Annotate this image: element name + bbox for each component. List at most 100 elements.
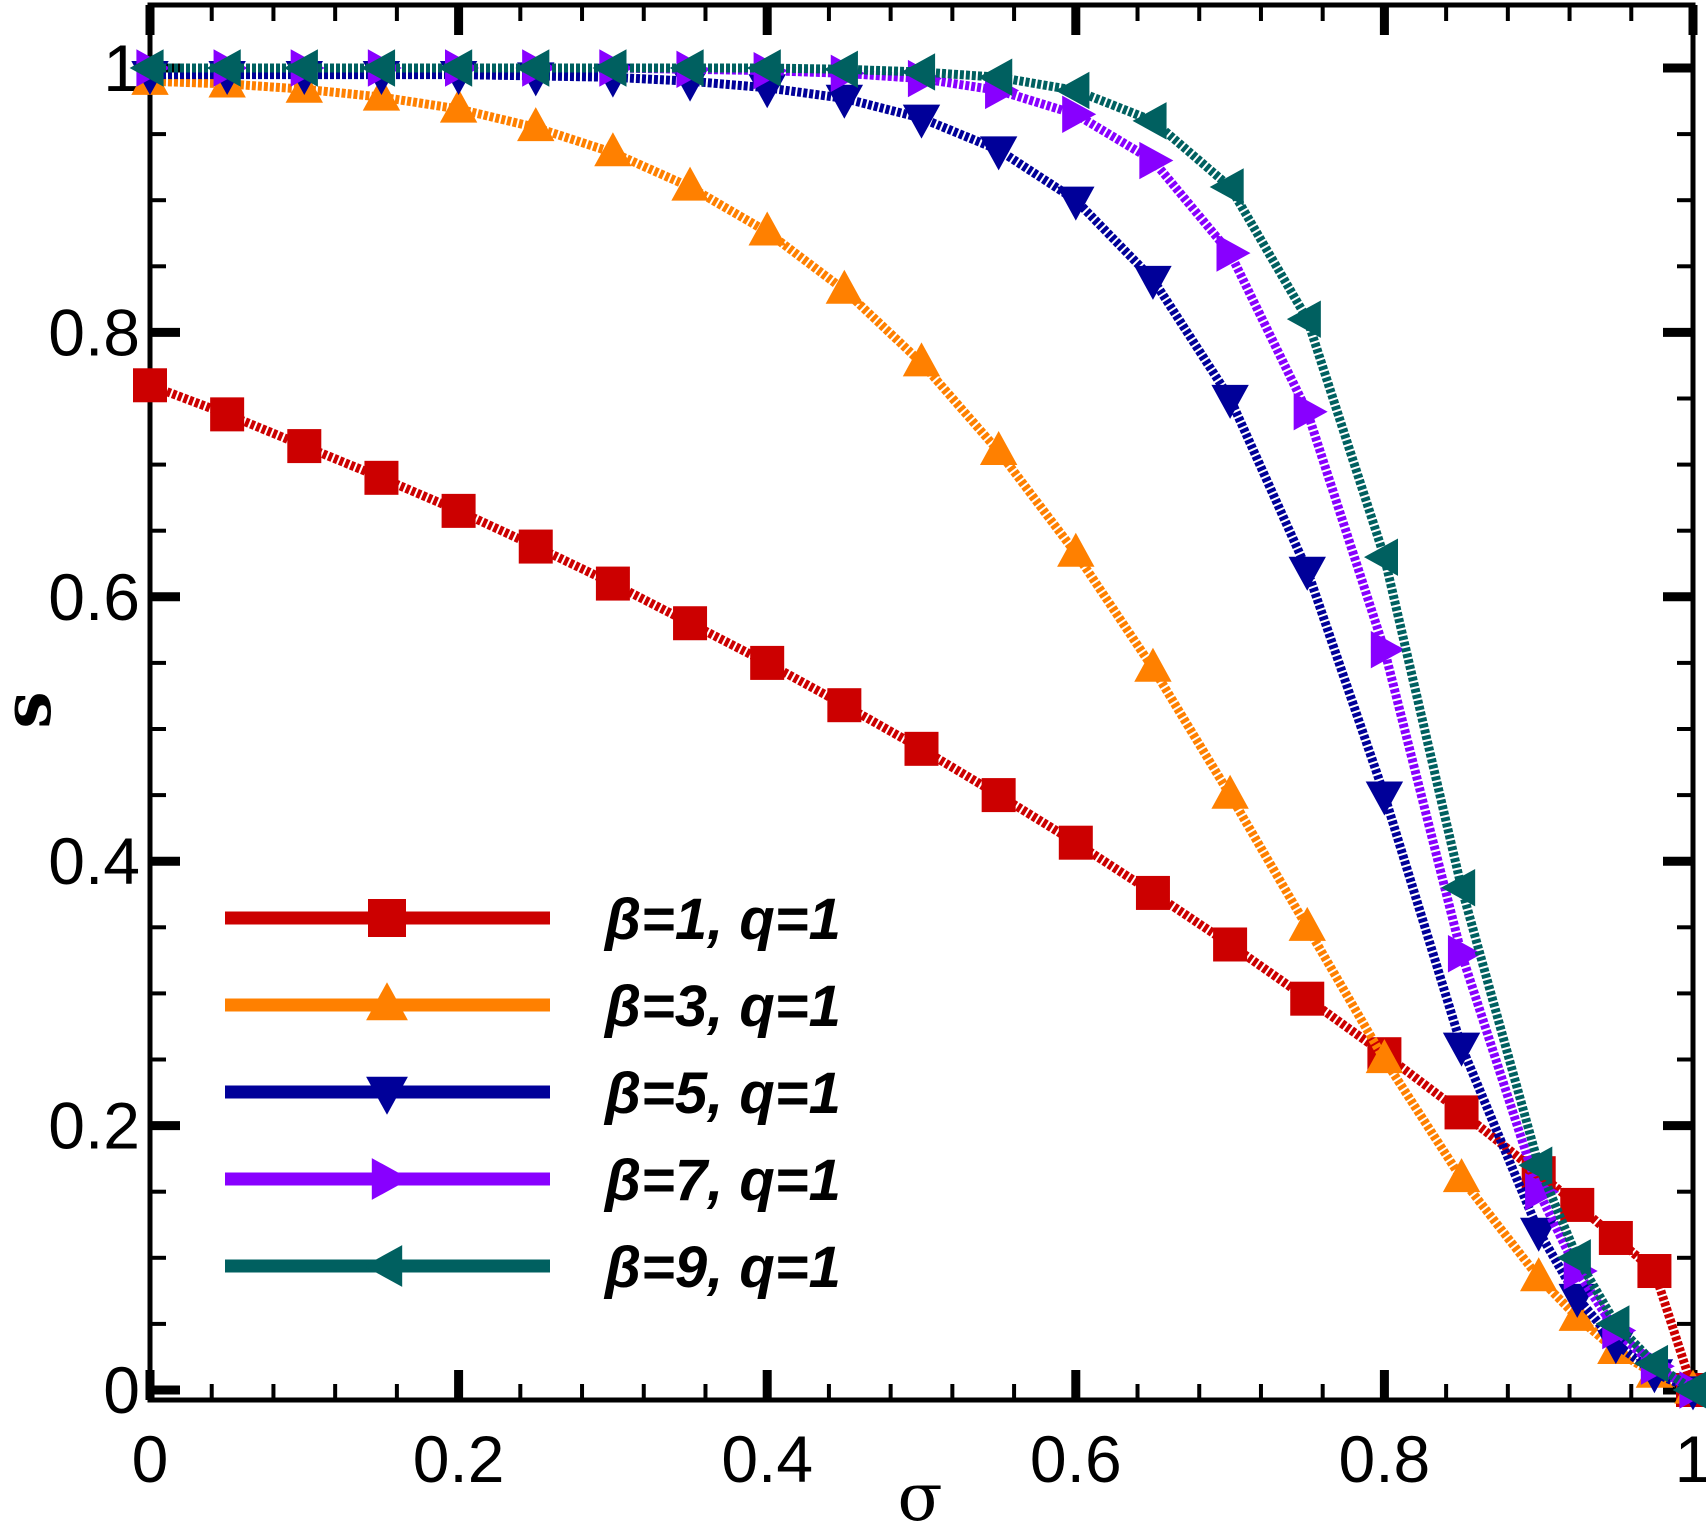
data-point xyxy=(1560,1187,1595,1222)
y-tick-label: 0.6 xyxy=(48,560,140,634)
y-tick-label: 0.8 xyxy=(48,295,140,369)
legend-item: β=3, q=1 xyxy=(225,974,841,1039)
data-point xyxy=(1595,1305,1630,1343)
data-point xyxy=(1365,1039,1404,1074)
data-point xyxy=(979,136,1018,171)
data-point xyxy=(361,49,396,87)
legend-marker xyxy=(368,899,406,937)
legend-label: β=9, q=1 xyxy=(603,1235,841,1300)
data-point xyxy=(1132,102,1167,140)
series-4 xyxy=(136,49,1706,1409)
legend-marker xyxy=(366,982,408,1021)
data-point xyxy=(1520,1257,1558,1292)
data-point xyxy=(1286,300,1321,338)
data-point xyxy=(1365,781,1404,816)
legend-marker xyxy=(371,1158,410,1200)
data-point xyxy=(592,49,627,87)
data-point xyxy=(1062,95,1097,133)
legend-label: β=5, q=1 xyxy=(603,1061,841,1126)
data-point xyxy=(1442,1032,1481,1067)
x-tick-label: 0 xyxy=(132,1422,169,1496)
series-layer xyxy=(129,49,1706,1411)
data-point xyxy=(1057,532,1095,567)
data-point xyxy=(438,49,473,87)
data-point xyxy=(825,269,864,304)
data-point xyxy=(1364,538,1398,576)
data-point xyxy=(1139,141,1174,180)
data-point xyxy=(1518,1146,1553,1184)
legend-item: β=7, q=1 xyxy=(225,1148,841,1213)
data-point xyxy=(595,566,630,601)
data-point xyxy=(901,53,936,91)
data-point xyxy=(364,460,399,495)
legend-item: β=9, q=1 xyxy=(225,1235,841,1300)
x-tick-label: 0.8 xyxy=(1339,1422,1431,1496)
data-point xyxy=(287,429,322,464)
data-point xyxy=(1442,1158,1481,1193)
data-point xyxy=(1135,875,1170,910)
data-point xyxy=(1209,168,1244,206)
data-point xyxy=(1598,1220,1633,1255)
data-point xyxy=(1447,935,1482,973)
y-axis-ticks: 00.20.40.60.81 xyxy=(48,31,1693,1427)
data-point xyxy=(1134,265,1172,300)
data-point xyxy=(594,132,632,167)
data-point xyxy=(515,49,550,87)
data-point xyxy=(902,342,941,377)
plot-frame xyxy=(147,2,1696,1403)
data-point xyxy=(441,493,476,528)
data-point xyxy=(517,107,555,142)
data-point xyxy=(1293,393,1328,431)
data-point xyxy=(1290,981,1325,1016)
data-point xyxy=(1213,927,1248,962)
data-point xyxy=(1556,1239,1591,1277)
legend-label: β=7, q=1 xyxy=(603,1148,841,1213)
data-point xyxy=(746,49,781,87)
y-tick-label: 0.2 xyxy=(48,1089,140,1163)
data-point xyxy=(748,211,786,246)
data-point xyxy=(902,104,941,139)
data-point xyxy=(1525,1173,1560,1211)
data-point xyxy=(978,58,1013,96)
data-point xyxy=(1637,1254,1672,1289)
data-point xyxy=(671,166,709,201)
data-point xyxy=(518,529,553,564)
data-point xyxy=(1444,1095,1479,1130)
data-point xyxy=(981,778,1016,813)
data-point xyxy=(1558,1283,1596,1318)
y-axis-label: s xyxy=(0,691,66,728)
data-point xyxy=(1441,868,1476,907)
legend-label: β=1, q=1 xyxy=(603,887,841,952)
legend-marker xyxy=(366,1076,408,1115)
data-point xyxy=(1288,556,1326,591)
data-point xyxy=(1134,647,1172,682)
data-point xyxy=(129,49,164,87)
data-point xyxy=(1058,825,1093,860)
data-point xyxy=(750,645,785,680)
data-point xyxy=(673,606,708,641)
data-point xyxy=(825,84,864,119)
legend: β=1, q=1 β=3, q=1 β=5, q=1 β=7, q=1 β=9, q=1 xyxy=(225,887,841,1300)
data-point xyxy=(979,430,1018,465)
y-tick-label: 0.4 xyxy=(48,824,140,898)
data-point xyxy=(823,50,858,89)
x-tick-label: 1 xyxy=(1675,1422,1706,1496)
data-point xyxy=(283,49,318,87)
data-point xyxy=(133,368,167,403)
legend-item: β=1, q=1 xyxy=(225,887,841,952)
x-tick-label: 0.6 xyxy=(1030,1422,1122,1496)
x-tick-label: 0.2 xyxy=(413,1422,505,1496)
data-point xyxy=(1634,1344,1669,1383)
data-point xyxy=(1216,234,1251,272)
legend-marker xyxy=(364,1245,403,1287)
x-axis-label: σ xyxy=(897,1459,942,1528)
series-5 xyxy=(129,49,1706,1409)
data-point xyxy=(1672,1371,1706,1409)
data-point xyxy=(1520,1217,1558,1252)
data-point xyxy=(904,731,939,766)
legend-item: β=5, q=1 xyxy=(225,1061,841,1126)
legend-label: β=3, q=1 xyxy=(603,974,841,1039)
data-point xyxy=(1288,906,1326,941)
data-point xyxy=(1211,384,1249,419)
